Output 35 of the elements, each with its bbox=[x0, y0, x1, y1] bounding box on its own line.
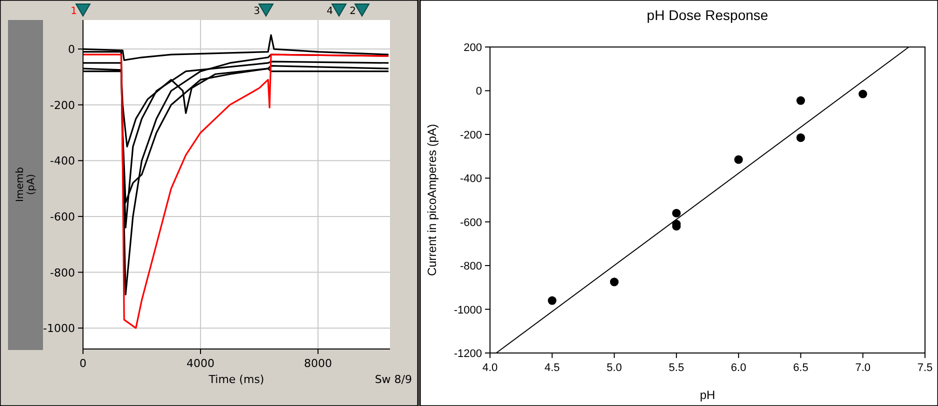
x-tick-label: 5.0 bbox=[606, 362, 622, 374]
y-tick-label: 0 bbox=[476, 86, 482, 98]
y-tick-label: -400 bbox=[460, 173, 482, 186]
y-tick-label: -800 bbox=[50, 266, 75, 280]
text: 2 bbox=[350, 6, 356, 17]
y-tick-label: -600 bbox=[460, 216, 482, 229]
x-tick-label: 6.0 bbox=[730, 362, 746, 374]
y-tick-label: -600 bbox=[50, 210, 75, 224]
x-tick-label: 4.0 bbox=[482, 362, 498, 374]
y-axis-title: Current in picoAmperes (pA) bbox=[425, 124, 439, 276]
x-axis-title: Time (ms) bbox=[208, 373, 264, 386]
y-tick-label: -1000 bbox=[454, 304, 482, 316]
chart-title: pH Dose Response bbox=[646, 7, 768, 23]
x-tick-label: 7.5 bbox=[917, 362, 933, 374]
text: 4 bbox=[326, 6, 333, 17]
x-tick-label: 4000 bbox=[186, 357, 215, 370]
y-tick-label: -800 bbox=[460, 260, 482, 273]
y-tick-label: -1200 bbox=[454, 348, 482, 360]
text: 1 bbox=[70, 6, 77, 17]
y-tick-label: -200 bbox=[50, 98, 75, 112]
x-tick-label: 5.5 bbox=[668, 362, 684, 374]
x-tick-label: 4.5 bbox=[544, 362, 560, 374]
text: Sw 8/9 bbox=[374, 373, 412, 386]
y-tick-label: 200 bbox=[464, 42, 482, 54]
y-tick-label: -400 bbox=[50, 154, 75, 168]
y-tick-label: -200 bbox=[460, 129, 482, 142]
x-tick-label: 8000 bbox=[304, 357, 332, 370]
x-tick-label: 6.5 bbox=[793, 362, 808, 374]
x-tick-label: 0 bbox=[80, 357, 86, 370]
y-tick-label: -1000 bbox=[43, 322, 75, 336]
x-axis-title: pH bbox=[700, 388, 716, 402]
x-tick-label: 7.0 bbox=[855, 362, 871, 374]
text: 3 bbox=[254, 6, 260, 17]
y-tick-label: 0 bbox=[68, 43, 75, 56]
y-axis-title: Imemb (pA) bbox=[15, 167, 37, 202]
